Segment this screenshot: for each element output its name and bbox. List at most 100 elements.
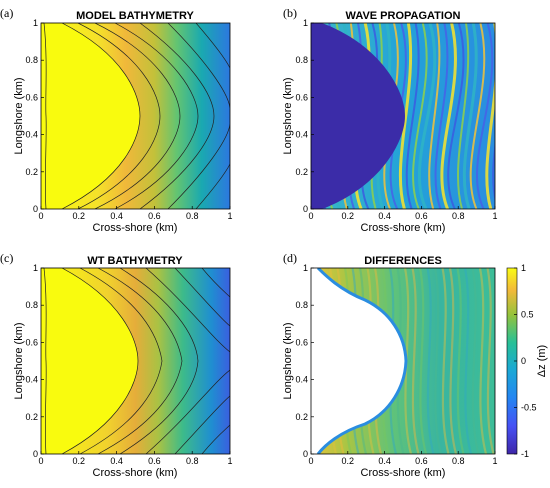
ticks-a: 0 0.2 0.4 0.6 0.8 1 0 0.2 0.4 0.6 0.8 1 [25, 18, 232, 221]
x-tick-label: 0 [308, 456, 313, 466]
axes-box-c [40, 267, 231, 455]
wave-crest [476, 23, 494, 209]
x-axis-label-d: Cross-shore (km) [361, 467, 446, 479]
wave-crest [492, 140, 495, 202]
x-tick-label: 0.4 [378, 211, 391, 221]
panel-title-d: DIFFERENCES [364, 255, 442, 267]
y-axis-label-a: Longshore (km) [13, 77, 25, 154]
colorbar-label: Δz (m) [536, 345, 548, 377]
difference-streak [411, 268, 420, 454]
wave-crest [417, 23, 437, 209]
x-tick-label: 0.2 [73, 456, 86, 466]
x-tick-label: 0.8 [452, 211, 465, 221]
panel-title-c: WT BATHYMETRY [87, 255, 183, 267]
wave-crest [456, 23, 470, 209]
wave-crest [440, 23, 457, 209]
colorbar-tick-label: 1 [521, 263, 526, 273]
x-tick-label: 1 [227, 456, 232, 466]
wave-crest [434, 23, 449, 209]
x-tick-label: 0 [38, 211, 43, 221]
x-tick-label: 0.4 [110, 456, 123, 466]
x-tick-label: 0.6 [148, 211, 161, 221]
y-tick-label: 0 [33, 449, 38, 459]
contours-c [43, 268, 230, 454]
axes-box-a [40, 22, 231, 210]
difference-streak [426, 268, 435, 454]
x-tick-label: 0.6 [415, 211, 428, 221]
x-tick-label: 0.2 [342, 456, 355, 466]
x-tick-label: 1 [492, 456, 497, 466]
x-tick-label: 1 [227, 211, 232, 221]
y-tick-label: 0.6 [25, 337, 38, 347]
colorbar-tick-label: -1 [521, 449, 529, 459]
masked-region-d [311, 268, 406, 454]
contours-a [43, 23, 230, 209]
x-tick-label: 0.6 [415, 456, 428, 466]
colorbar-tick-label: 0.5 [521, 310, 534, 320]
wave-crest [469, 23, 486, 209]
dry-region-b [311, 23, 405, 209]
y-tick-label: 0.2 [295, 412, 308, 422]
y-axis-label-c: Longshore (km) [13, 322, 25, 399]
panel-a: 0 0.2 0.4 0.6 0.8 1 0 0.2 0.4 0.6 0.8 1 (a) MODEL B… [0, 6, 233, 234]
panel-label-d: (d) [283, 251, 297, 265]
panel-title-a: MODEL BATHYMETRY [76, 10, 194, 22]
x-tick-label: 1 [492, 211, 497, 221]
y-tick-label: 1 [303, 263, 308, 273]
y-tick-label: 0.6 [25, 92, 38, 102]
y-tick-label: 0.8 [25, 300, 38, 310]
y-tick-label: 0 [303, 449, 308, 459]
y-tick-label: 0.4 [25, 375, 38, 385]
panel-label-a: (a) [0, 6, 13, 20]
colorbar-ticks: 1 0.5 0 -0.5 -1 [514, 263, 537, 459]
panel-b: 0 0.2 0.4 0.6 0.8 1 0 0.2 0.4 0.6 0.8 1 (b) WAVE PR… [282, 6, 498, 234]
wave-crest [398, 23, 413, 209]
panel-d: 0 0.2 0.4 0.6 0.8 1 0 0.2 0.4 0.6 0.8 1 (d) DIFFERE… [282, 251, 548, 479]
x-tick-label: 0.2 [73, 211, 86, 221]
x-tick-label: 0 [38, 456, 43, 466]
y-tick-label: 0.8 [295, 55, 308, 65]
y-tick-label: 0.2 [25, 412, 38, 422]
x-tick-label: 0.4 [378, 456, 391, 466]
y-tick-label: 0.2 [25, 167, 38, 177]
wave-crest [462, 23, 478, 209]
x-tick-label: 0 [308, 211, 313, 221]
ticks-b: 0 0.2 0.4 0.6 0.8 1 0 0.2 0.4 0.6 0.8 1 [295, 18, 497, 221]
wave-crest [412, 23, 428, 209]
x-tick-label: 0.8 [452, 456, 465, 466]
panel-c: 0 0.2 0.4 0.6 0.8 1 0 0.2 0.4 0.6 0.8 1 (c) WT BATH… [0, 251, 233, 479]
y-tick-label: 0.4 [25, 130, 38, 140]
y-tick-label: 0.8 [25, 55, 38, 65]
ticks-d: 0 0.2 0.4 0.6 0.8 1 0 0.2 0.4 0.6 0.8 1 [295, 263, 497, 466]
wave-crest [447, 23, 465, 209]
difference-streak [463, 268, 473, 454]
y-tick-label: 1 [303, 18, 308, 28]
y-axis-label-d: Longshore (km) [282, 322, 294, 399]
x-axis-label-a: Cross-shore (km) [93, 222, 178, 234]
y-tick-label: 0.4 [295, 130, 308, 140]
axes-box-b [310, 22, 496, 210]
wave-crest [485, 23, 495, 209]
y-tick-label: 0.4 [295, 375, 308, 385]
y-tick-label: 0.8 [295, 300, 308, 310]
wave-crest [428, 23, 441, 209]
difference-streak [456, 268, 465, 454]
difference-streak [478, 268, 488, 454]
y-tick-label: 0.6 [295, 92, 308, 102]
y-axis-label-b: Longshore (km) [282, 77, 294, 154]
difference-streak [433, 268, 443, 454]
ticks-c: 0 0.2 0.4 0.6 0.8 1 0 0.2 0.4 0.6 0.8 1 [25, 263, 232, 466]
y-tick-label: 1 [33, 18, 38, 28]
difference-streak [418, 268, 428, 454]
difference-streak [448, 268, 458, 454]
shallow-region-a [41, 23, 140, 209]
axes-box-d [310, 267, 496, 455]
x-axis-label-b: Cross-shore (km) [361, 222, 446, 234]
y-tick-label: 0 [33, 204, 38, 214]
x-tick-label: 0.6 [148, 456, 161, 466]
shallow-region-c [41, 268, 138, 454]
wave-crest [405, 23, 420, 209]
y-tick-label: 0.2 [295, 167, 308, 177]
colorbar-tick-label: -0.5 [521, 403, 537, 413]
